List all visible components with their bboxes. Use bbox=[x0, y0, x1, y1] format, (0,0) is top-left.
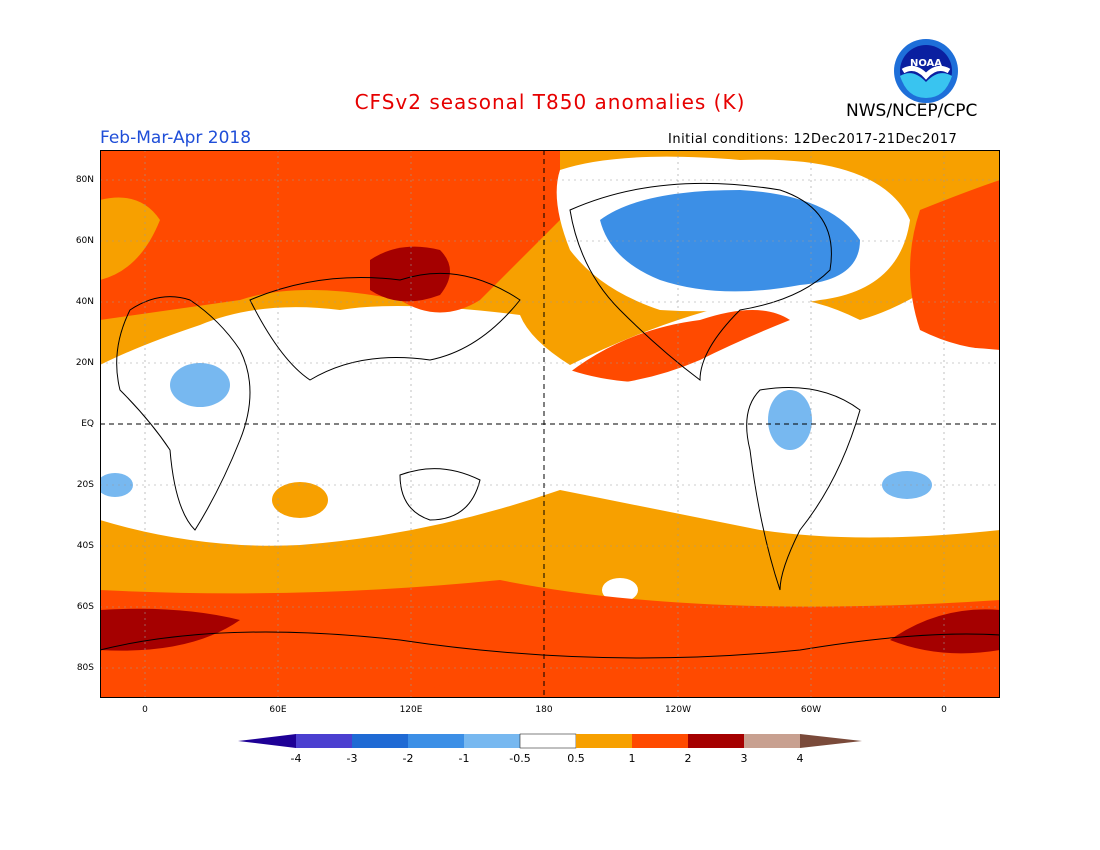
lat-label-80n: 80N bbox=[75, 175, 94, 185]
lon-label-60e: 60E bbox=[269, 705, 287, 715]
initial-conditions-label: Initial conditions: 12Dec2017-21Dec2017 bbox=[668, 132, 958, 147]
hot-core-siberia bbox=[370, 246, 450, 302]
chart-title: CFSv2 seasonal T850 anomalies (K) bbox=[354, 90, 746, 114]
colorbar-label-9: 3 bbox=[740, 752, 748, 765]
lon-label-0: 0 bbox=[142, 705, 148, 715]
gridlines bbox=[100, 150, 1000, 698]
lon-label-60w: 60W bbox=[800, 705, 822, 715]
warm-region-southern-ocean bbox=[100, 580, 1000, 698]
map-frame bbox=[100, 150, 1000, 698]
colorbar-segment-7 bbox=[688, 734, 744, 748]
colorbar-segment-2 bbox=[352, 734, 408, 748]
colorbar-segment-neutral bbox=[519, 733, 577, 749]
anomaly-map bbox=[100, 150, 1000, 698]
cool-spot-amazon bbox=[768, 390, 812, 450]
organization-label: NWS/NCEP/CPC bbox=[846, 101, 978, 121]
cool-spot-africa bbox=[170, 363, 230, 407]
coastlines bbox=[100, 182, 1000, 659]
colorbar-segment-1 bbox=[296, 734, 352, 748]
warm-spot-indian-ocean bbox=[272, 482, 328, 518]
lat-label-60s: 60S bbox=[76, 602, 94, 612]
colorbar-segment-6 bbox=[632, 734, 688, 748]
warm-region-pacific bbox=[560, 310, 790, 386]
lon-label-120e: 120E bbox=[399, 705, 423, 715]
lat-label-80s: 80S bbox=[76, 663, 94, 673]
colorbar-label-3: -2 bbox=[402, 752, 414, 765]
colorbar-segment-5 bbox=[576, 734, 632, 748]
lat-label-20s: 20S bbox=[76, 480, 94, 490]
colorbar-label-10: 4 bbox=[796, 752, 804, 765]
lat-label-40n: 40N bbox=[75, 297, 94, 307]
colorbar-label-1: -4 bbox=[290, 752, 302, 765]
neutral-region-tropics bbox=[100, 313, 1000, 540]
cool-spot-atlantic-south bbox=[882, 471, 932, 499]
warm-region-europe-east bbox=[910, 180, 1000, 350]
colorbar-segment-4 bbox=[464, 734, 520, 748]
warm-region-atlantic-west bbox=[100, 197, 160, 280]
lon-label-0-right: 0 bbox=[941, 705, 947, 715]
colorbar-label-7: 1 bbox=[628, 752, 636, 765]
cool-spot-atlantic-east bbox=[100, 473, 133, 497]
noaa-logo: NOAA bbox=[894, 39, 958, 103]
colorbar-segment-8 bbox=[744, 734, 800, 748]
colorbar-segment-3 bbox=[408, 734, 464, 748]
colorbar-label-8: 2 bbox=[684, 752, 692, 765]
lat-label-20n: 20N bbox=[75, 358, 94, 368]
logo-text: NOAA bbox=[910, 58, 942, 69]
lat-label-eq: EQ bbox=[81, 419, 94, 429]
neutral-spot-south-pacific bbox=[602, 578, 638, 602]
colorbar-label-4: -1 bbox=[458, 752, 470, 765]
colorbar-arrow-right bbox=[800, 734, 862, 748]
colorbar-label-6: 0.5 bbox=[567, 752, 585, 765]
hot-core-southern-east bbox=[890, 609, 1000, 654]
colorbar-label-5: -0.5 bbox=[509, 752, 531, 765]
lat-label-60n: 60N bbox=[75, 236, 94, 246]
hot-core-southern-atlantic bbox=[100, 608, 240, 651]
lat-label-40s: 40S bbox=[76, 541, 94, 551]
warm-region-antarctica bbox=[410, 666, 860, 698]
colorbar-label-2: -3 bbox=[346, 752, 358, 765]
colorbar bbox=[238, 733, 862, 749]
lon-label-120w: 120W bbox=[664, 705, 692, 715]
lon-label-180: 180 bbox=[535, 705, 553, 715]
colorbar-arrow-left bbox=[238, 734, 296, 748]
season-label: Feb-Mar-Apr 2018 bbox=[100, 128, 252, 148]
